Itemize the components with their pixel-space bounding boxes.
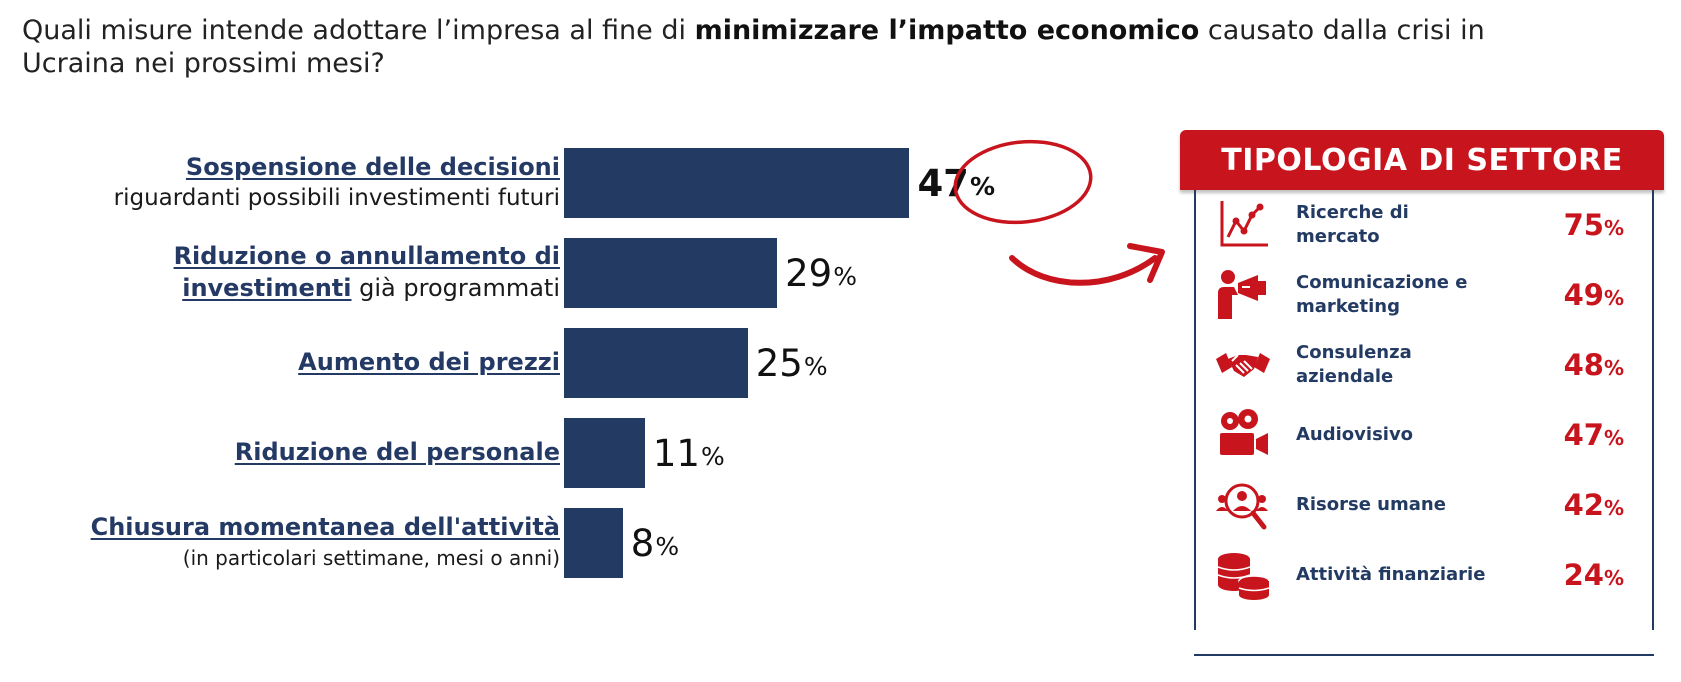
sector-list: Ricerche di mercato 75% Comunicazione e ma…: [1194, 190, 1654, 630]
sector-name: Attività finanziarie: [1296, 564, 1486, 585]
category-keyword: Sospensione delle decisioni: [185, 152, 560, 181]
category-keyword: Aumento dei prezzi: [298, 348, 560, 376]
category-subtext: già programmati: [351, 274, 560, 302]
line-chart-icon: [1214, 197, 1272, 253]
category-label: Riduzione del personale: [20, 415, 560, 489]
percent-sign: %: [969, 171, 995, 201]
sector-value: 47%: [1564, 405, 1624, 465]
value-label: 8%: [631, 505, 679, 581]
people-search-icon: [1214, 477, 1272, 533]
bar: [564, 418, 645, 488]
bar-row: Aumento dei prezzi 25%: [0, 325, 1140, 399]
percent-sign: %: [700, 441, 725, 471]
handshake-icon: [1214, 337, 1272, 393]
question-text-end: causato dalla crisi in Ucraina nei pross…: [22, 15, 1485, 79]
category-label-line2: investimenti già programmati: [182, 272, 560, 304]
sector-value: 42%: [1564, 475, 1624, 535]
sector-value: 24%: [1564, 545, 1624, 605]
bar: [564, 508, 623, 578]
value-label: 25%: [756, 325, 828, 401]
value-number: 29: [785, 251, 833, 295]
sector-row: Consulenza aziendale 48%: [1196, 335, 1656, 395]
sector-name: Risorse umane: [1296, 494, 1446, 515]
category-label-line1: Riduzione del personale: [235, 436, 560, 468]
category-label-line1: Chiusura momentanea dell'attività: [91, 511, 560, 543]
category-keyword: Riduzione o annullamento di: [173, 242, 560, 270]
sector-value-number: 47: [1563, 418, 1604, 452]
sector-panel-divider: [1194, 654, 1654, 656]
sector-name: Consulenza aziendale: [1296, 342, 1412, 387]
question-title: Quali misure intende adottare l’impresa …: [22, 14, 1582, 80]
sector-panel-title: TIPOLOGIA DI SETTORE: [1180, 130, 1664, 190]
category-keyword: Riduzione del personale: [234, 438, 560, 466]
coins-icon: [1214, 547, 1272, 603]
percent-sign: %: [1603, 496, 1624, 520]
percent-sign: %: [833, 261, 857, 291]
category-label-line2: riguardanti possibili investimenti futur…: [113, 184, 560, 211]
value-number: 25: [755, 341, 803, 385]
category-label-line2: (in particolari settimane, mesi o anni): [182, 545, 560, 570]
percent-sign: %: [803, 351, 828, 381]
category-label-line1: Sospensione delle decisioni: [186, 151, 560, 183]
movie-camera-icon: [1214, 407, 1272, 463]
bar-row: Sospensione delle decisioni riguardanti p…: [0, 145, 1140, 219]
question-text-start: Quali misure intende adottare l’impresa …: [22, 15, 695, 46]
percent-sign: %: [1603, 426, 1624, 450]
sector-value-number: 48: [1563, 348, 1604, 382]
category-keyword: Chiusura momentanea dell'attività: [90, 512, 560, 541]
sector-value-number: 49: [1563, 278, 1604, 312]
value-label: 47%: [917, 145, 995, 221]
bar-row: Chiusura momentanea dell'attività (in par…: [0, 505, 1140, 579]
percent-sign: %: [1603, 286, 1624, 310]
sector-value: 49%: [1564, 265, 1624, 325]
sector-name: Comunicazione e marketing: [1296, 272, 1468, 317]
bar-chart: Sospensione delle decisioni riguardanti p…: [0, 140, 1140, 660]
sector-row: Audiovisivo 47%: [1196, 405, 1656, 465]
bar-row: Riduzione del personale 11%: [0, 415, 1140, 489]
category-label-line1: Riduzione o annullamento di: [174, 240, 560, 272]
percent-sign: %: [1603, 566, 1624, 590]
category-label: Sospensione delle decisioni riguardanti p…: [20, 145, 560, 219]
megaphone-icon: [1214, 267, 1272, 323]
percent-sign: %: [655, 531, 680, 561]
value-label: 29%: [785, 235, 857, 311]
percent-sign: %: [1603, 356, 1624, 380]
value-number: 11: [652, 431, 700, 475]
sector-row: Comunicazione e marketing 49%: [1196, 265, 1656, 325]
sector-value-number: 24: [1563, 558, 1604, 592]
value-number: 47: [917, 161, 969, 205]
sector-value: 75%: [1564, 195, 1624, 255]
bar-row: Riduzione o annullamento di investimenti …: [0, 235, 1140, 309]
sector-panel: TIPOLOGIA DI SETTORE Ricerche di mercato…: [1180, 130, 1664, 660]
bar: [564, 148, 910, 218]
sector-row: Ricerche di mercato 75%: [1196, 195, 1656, 255]
sector-name: Audiovisivo: [1296, 424, 1414, 445]
sector-value: 48%: [1564, 335, 1624, 395]
bar: [564, 328, 748, 398]
category-label: Chiusura momentanea dell'attività (in par…: [20, 505, 560, 579]
bar: [564, 238, 778, 308]
sector-row: Risorse umane 42%: [1196, 475, 1656, 535]
sector-name: Ricerche di mercato: [1296, 202, 1409, 247]
category-keyword: investimenti: [182, 274, 352, 302]
percent-sign: %: [1603, 216, 1624, 240]
question-text-bold: minimizzare l’impatto economico: [694, 15, 1200, 46]
category-label: Riduzione o annullamento di investimenti …: [20, 235, 560, 309]
sector-value-number: 42: [1563, 488, 1604, 522]
value-number: 8: [630, 521, 655, 565]
category-label-line1: Aumento dei prezzi: [298, 346, 560, 378]
value-label: 11%: [653, 415, 725, 491]
sector-row: Attività finanziarie 24%: [1196, 545, 1656, 605]
sector-value-number: 75: [1563, 208, 1604, 242]
category-label: Aumento dei prezzi: [20, 325, 560, 399]
